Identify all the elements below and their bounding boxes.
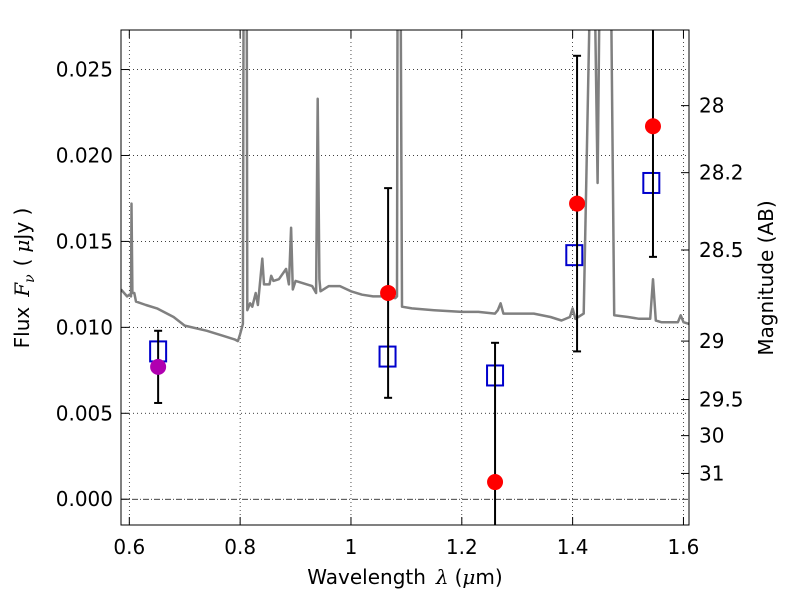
model-photometry-square bbox=[565, 244, 584, 267]
observed-flux-point bbox=[380, 284, 397, 301]
x-axis-title: Wavelength λ (μm) bbox=[307, 565, 502, 589]
y-tick-label: 0.000 bbox=[56, 487, 113, 511]
plot-area bbox=[121, 30, 689, 525]
magnitude-tick-label: 29 bbox=[699, 329, 724, 353]
magnitude-tick-label: 31 bbox=[699, 461, 724, 485]
y-tick-label: 0.010 bbox=[56, 315, 113, 339]
x-tick-label: 1.6 bbox=[668, 535, 700, 559]
x-tick-label: 0.8 bbox=[224, 535, 256, 559]
magnitude-tick-label: 29.5 bbox=[699, 388, 744, 412]
grid bbox=[121, 30, 689, 525]
magnitude-tick-label: 30 bbox=[699, 424, 724, 448]
model-photometry-square bbox=[642, 171, 661, 194]
x-tick-label: 0.6 bbox=[113, 535, 145, 559]
y-tick-label: 0.025 bbox=[56, 58, 113, 82]
magnitude-tick-label: 28.2 bbox=[699, 161, 744, 185]
plot-frame bbox=[120, 29, 690, 526]
observed-flux-point bbox=[487, 474, 504, 491]
y-tick-label: 0.015 bbox=[56, 229, 113, 253]
ticks: 0.6 0.8 1 1.2 1.4 1.6 0.000 0.005 0.010 0.015 0.02… bbox=[56, 30, 744, 559]
model-spectrum-line bbox=[121, 30, 689, 343]
y2-axis-title: Magnitude (AB) bbox=[754, 200, 778, 355]
x-tick-label: 1.2 bbox=[446, 535, 478, 559]
y-tick-label: 0.005 bbox=[56, 401, 113, 425]
observed-flux-point bbox=[644, 118, 661, 135]
magnitude-tick-label: 28.5 bbox=[699, 238, 744, 262]
y-axis-title: FluxFν(μJy ) bbox=[10, 208, 38, 349]
observed-flux-point bbox=[150, 358, 167, 375]
x-tick-label: 1 bbox=[345, 535, 358, 559]
y-tick-label: 0.020 bbox=[56, 143, 113, 167]
x-tick-label: 1.4 bbox=[557, 535, 589, 559]
observed-flux-point bbox=[569, 195, 586, 212]
magnitude-tick-label: 28 bbox=[699, 94, 724, 118]
